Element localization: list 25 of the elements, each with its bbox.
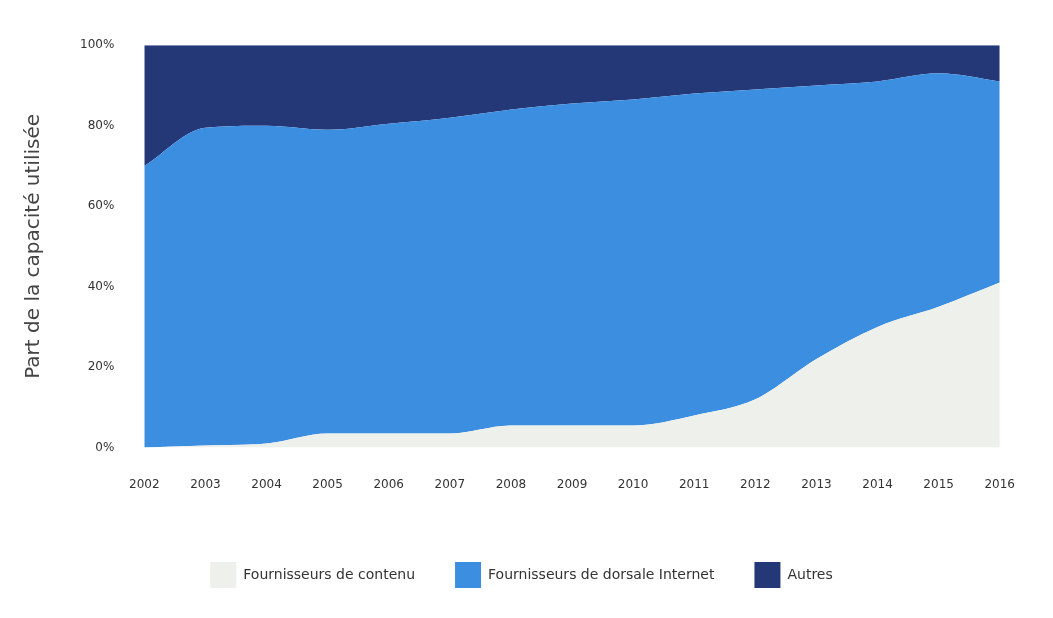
x-tick-label: 2005 — [312, 476, 343, 491]
x-tick-label: 2009 — [556, 476, 588, 491]
x-tick-label: 2004 — [251, 476, 282, 491]
x-tick-label: 2011 — [678, 476, 710, 491]
x-tick-label: 2003 — [190, 476, 221, 491]
x-tick-label: 2014 — [862, 476, 893, 491]
legend-label: Autres — [787, 565, 833, 582]
y-tick-label: 60% — [87, 198, 115, 213]
x-tick-label: 2006 — [373, 476, 404, 491]
y-tick-label: 40% — [87, 278, 115, 293]
x-tick-label: 2010 — [617, 476, 649, 491]
y-tick-label: 20% — [87, 359, 115, 374]
x-tick-label: 2013 — [801, 476, 832, 491]
y-axis-title: Part de la capacité utilisée — [20, 113, 45, 379]
x-tick-label: 2007 — [434, 476, 466, 491]
x-tick-label: 2002 — [129, 476, 160, 491]
y-tick-label: 0% — [95, 439, 115, 454]
legend-label: Fournisseurs de dorsale Internet — [488, 565, 715, 582]
x-tick-label: 2008 — [495, 476, 527, 491]
x-tick-label: 2016 — [984, 476, 1015, 491]
y-tick-label: 80% — [87, 117, 115, 132]
x-tick-label: 2015 — [923, 476, 954, 491]
x-tick-label: 2012 — [740, 476, 771, 491]
legend-label: Fournisseurs de contenu — [243, 565, 416, 582]
y-tick-label: 100% — [79, 37, 115, 52]
